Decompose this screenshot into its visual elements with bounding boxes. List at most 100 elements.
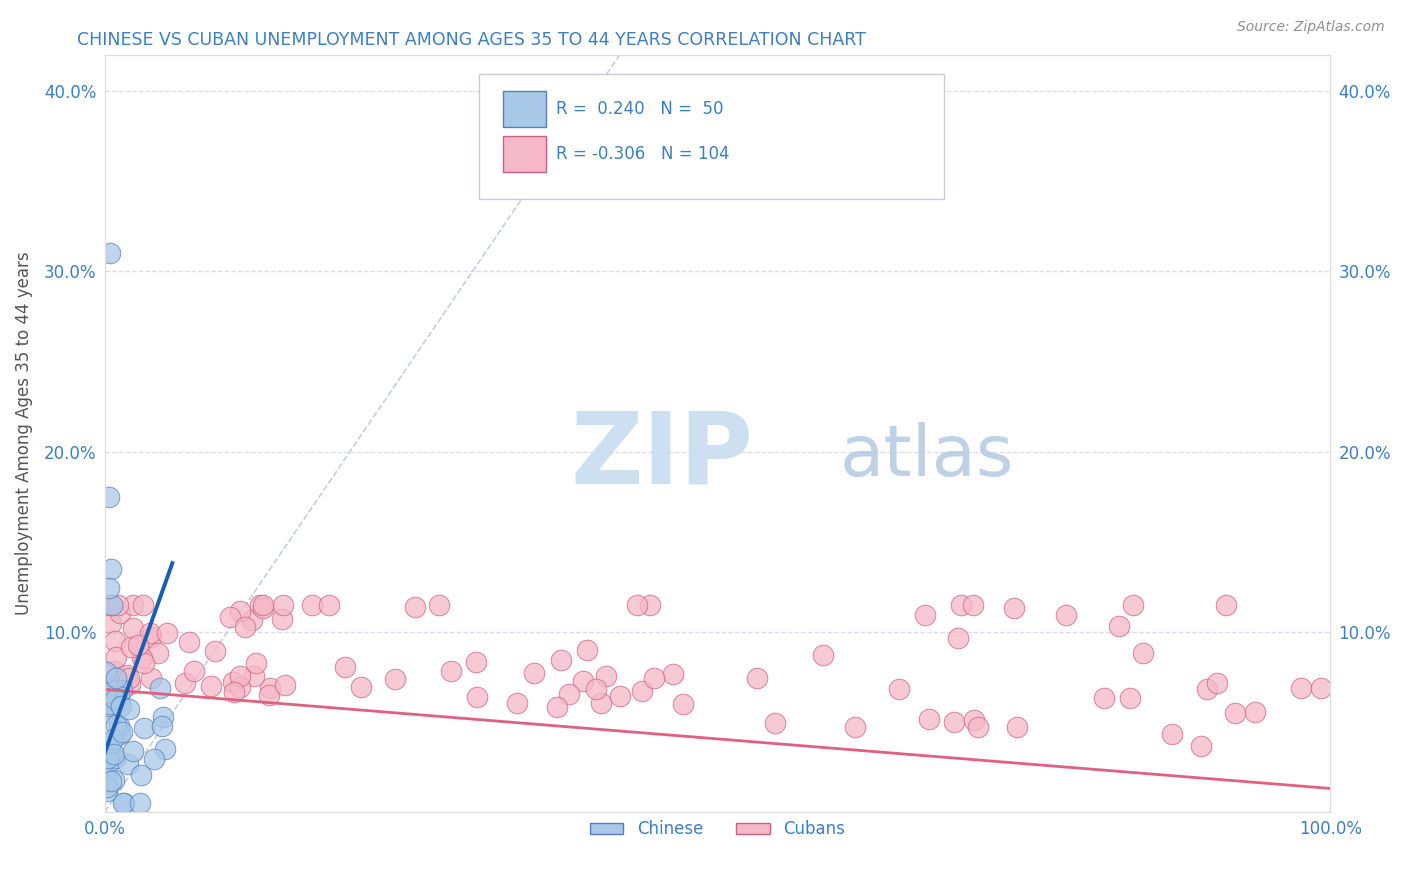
Point [200,679,222,693]
Point [104,751,127,765]
Legend: Chinese, Cubans: Chinese, Cubans [583,814,852,845]
Point [1189,739,1212,753]
Point [122,621,145,635]
Point [98,697,121,711]
Point [110,699,132,714]
Point [100,740,122,755]
Text: Source: ZipAtlas.com: Source: ZipAtlas.com [1237,20,1385,34]
Point [153,742,176,756]
Point [110,606,132,620]
Point [111,683,134,698]
Point [242,613,264,627]
Point [1092,691,1115,706]
Point [950,598,973,612]
Point [1005,720,1028,734]
Point [318,598,340,612]
Point [243,668,266,682]
Point [120,676,142,690]
Point [108,719,131,733]
Point [129,768,152,782]
Point [94,686,117,700]
Point [96,780,118,794]
Point [141,671,163,685]
Point [128,796,150,810]
Point [249,598,271,612]
Point [967,720,990,734]
Point [103,664,125,678]
Point [745,671,768,685]
Point [150,718,173,732]
Point [224,684,246,698]
Point [100,774,122,789]
Point [427,598,450,612]
Point [546,700,568,714]
Point [104,692,127,706]
Point [98,246,121,260]
Point [100,561,122,575]
Point [105,717,128,731]
Point [97,673,120,688]
Point [100,735,122,749]
Point [1002,600,1025,615]
Point [138,626,160,640]
Point [333,659,356,673]
Point [963,714,986,728]
Point [259,688,281,702]
Point [440,664,463,678]
Point [245,656,267,670]
Point [104,649,127,664]
Point [591,697,613,711]
Bar [503,136,546,172]
Point [156,625,179,640]
Point [111,725,134,739]
Point [1310,681,1333,695]
Point [110,727,132,741]
Point [94,665,117,680]
Point [222,675,245,690]
Point [101,598,124,612]
Point [103,773,125,788]
Point [131,650,153,665]
Point [100,615,122,630]
Point [259,681,281,696]
Point [233,619,256,633]
Point [662,666,685,681]
Point [152,710,174,724]
Point [1243,705,1265,719]
Point [183,665,205,679]
Point [98,692,121,706]
Point [174,676,197,690]
Point [98,742,121,756]
Point [112,796,135,810]
Bar [503,91,546,127]
Point [384,673,406,687]
Point [104,671,127,685]
Text: atlas: atlas [839,422,1015,491]
Point [122,598,145,612]
Text: R =  0.240   N =  50: R = 0.240 N = 50 [555,100,723,118]
Point [1108,619,1130,633]
Point [97,680,120,694]
Point [962,598,984,612]
Point [1215,598,1237,612]
Point [1119,690,1142,705]
Point [103,747,125,761]
Point [229,680,252,694]
Point [404,599,426,614]
Point [97,681,120,695]
Point [765,716,787,731]
Point [557,687,579,701]
Point [887,682,910,697]
Point [117,756,139,771]
Point [97,581,120,595]
Point [101,706,124,721]
Point [465,690,488,704]
Point [127,638,149,652]
Point [274,678,297,692]
Point [97,598,120,612]
Point [97,490,120,504]
Point [141,630,163,644]
Point [118,672,141,686]
Point [917,712,939,726]
Point [609,689,631,703]
